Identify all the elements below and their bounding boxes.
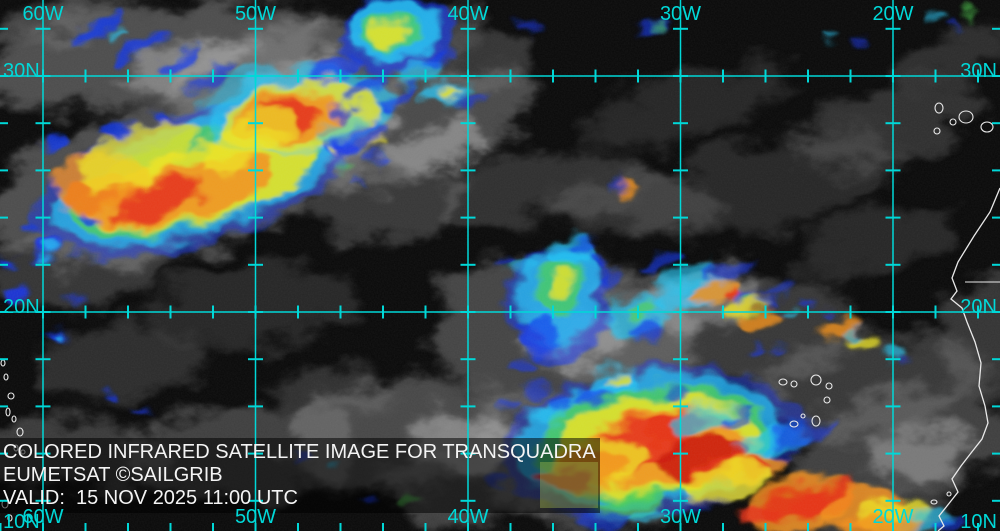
island-outline [778, 378, 788, 386]
lat-label-right: 10N [960, 511, 997, 531]
highlight-zone [540, 462, 598, 508]
lon-label-top: 30W [660, 3, 701, 25]
island-outline [980, 121, 994, 133]
island-outline [790, 380, 798, 388]
lon-label-bottom: 40W [447, 506, 488, 528]
island-outline [7, 514, 13, 522]
island-outline [810, 374, 822, 386]
lat-label-left: 10N [3, 511, 40, 531]
island-outline [16, 427, 24, 437]
island-outline [946, 491, 952, 497]
lon-label-top: 40W [447, 3, 488, 25]
island-outline [825, 382, 833, 390]
lat-label-right: 20N [960, 296, 997, 318]
lat-label-left: 20N [3, 296, 40, 318]
island-outline [930, 499, 938, 505]
lon-label-bottom: 50W [235, 506, 276, 528]
lon-label-bottom: 60W [22, 506, 63, 528]
caption-background [0, 438, 600, 513]
island-outline [811, 415, 821, 427]
island-outline [800, 413, 806, 419]
lon-label-bottom: 30W [660, 506, 701, 528]
island-outline [934, 102, 944, 114]
island-outline [823, 396, 831, 404]
lat-label-right: 30N [960, 60, 997, 82]
island-outline [933, 127, 941, 135]
africa-coastline [937, 187, 1000, 531]
island-outline [958, 110, 974, 124]
lon-label-top: 20W [872, 3, 913, 25]
island-outline [11, 415, 17, 423]
island-outline [3, 373, 9, 381]
lon-label-top: 60W [22, 3, 63, 25]
island-outline [7, 392, 15, 400]
island-outline [789, 420, 799, 428]
lon-label-bottom: 20W [872, 506, 913, 528]
lon-label-top: 50W [235, 3, 276, 25]
lat-label-left: 30N [3, 60, 40, 82]
island-outline [5, 407, 11, 417]
island-outline [949, 118, 957, 126]
